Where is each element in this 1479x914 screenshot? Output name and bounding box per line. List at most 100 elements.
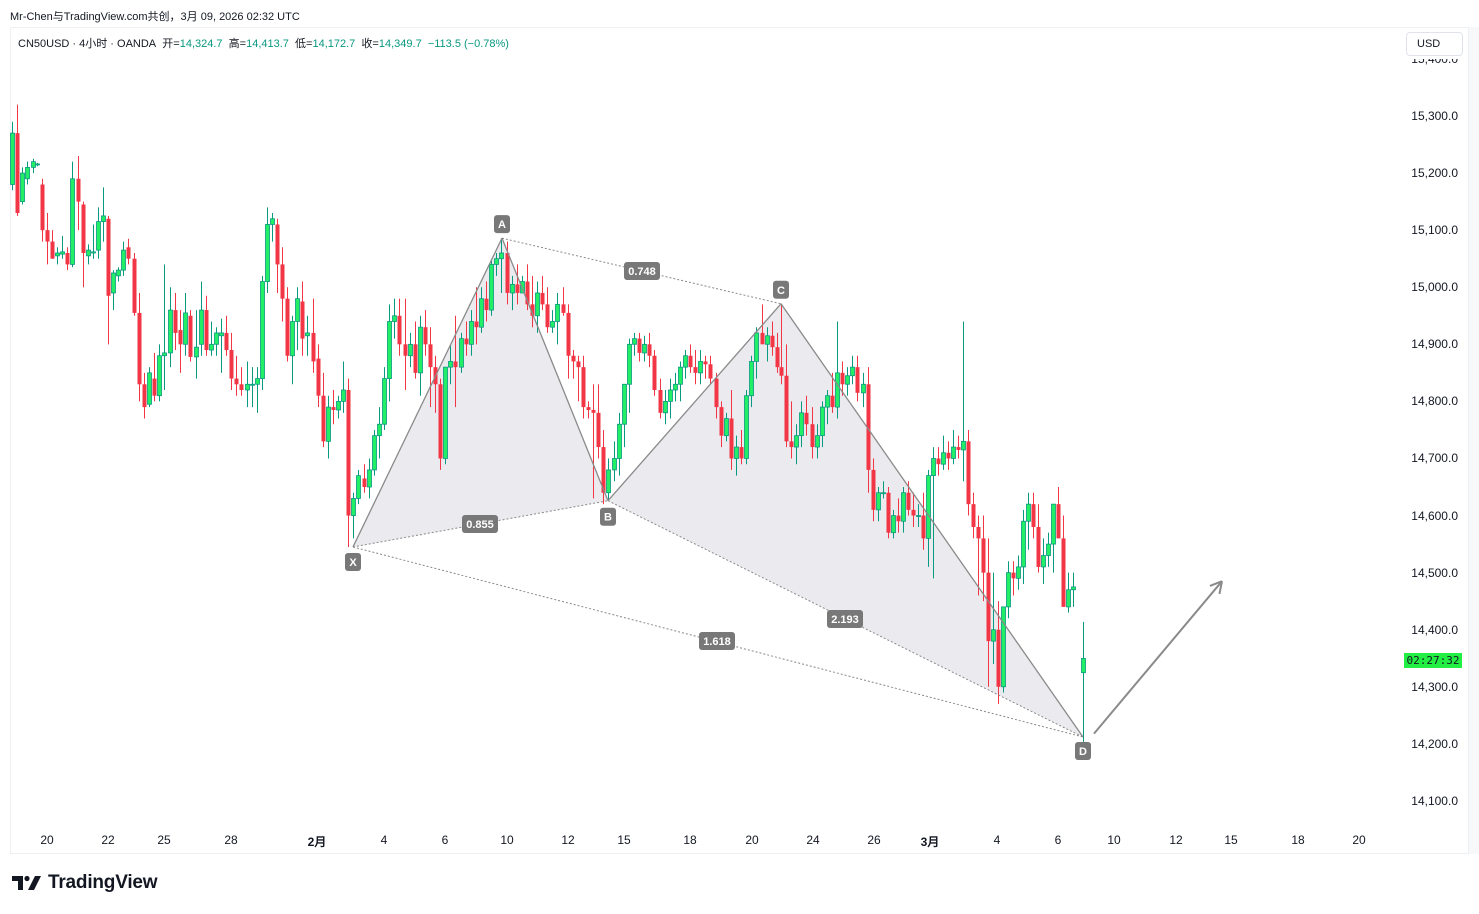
candle-up <box>683 350 688 379</box>
candle-up <box>147 367 152 408</box>
candle-up <box>443 366 448 465</box>
projection-arrow[interactable] <box>1093 580 1223 735</box>
candle-down <box>173 292 178 351</box>
high-label: 高= <box>228 38 247 50</box>
low-label: 低= <box>295 38 313 50</box>
candle-up <box>799 401 804 448</box>
candle-up <box>168 287 173 368</box>
candle-up <box>916 504 921 527</box>
candle-down <box>530 275 535 328</box>
symbol-legend[interactable]: CN50USD · 4小时 · OANDA 开=14,324.7 高=14,41… <box>18 35 509 51</box>
candle-down <box>40 178 45 242</box>
candle-down <box>714 372 719 419</box>
candle-down <box>540 275 545 311</box>
harmonic-pattern-labels: X A B C D 0.855 0.748 2.193 1.618 <box>345 215 1091 761</box>
candle-down <box>729 389 734 470</box>
candle-up <box>931 447 936 579</box>
candle-up <box>341 361 346 413</box>
leg-cd[interactable] <box>780 303 1084 738</box>
leg-xa[interactable] <box>352 237 503 548</box>
time-tick: 22 <box>101 833 115 847</box>
time-axis[interactable]: 20 22 25 28 2月 4 6 10 12 15 18 20 24 26 3月 4 6 10 12 15 18 20 <box>10 828 1469 853</box>
time-tick: 4 <box>380 833 388 847</box>
candle-down <box>438 378 443 470</box>
harmonic-pattern-fill <box>353 238 1083 738</box>
svg-text:D: D <box>1079 746 1087 758</box>
pattern-triangle <box>353 238 608 547</box>
candle-up <box>663 389 668 425</box>
high-value: 14,413.7 <box>246 38 289 50</box>
change-value: −113.5 (−0.78%) <box>427 38 509 50</box>
candle-up <box>951 429 956 465</box>
candle-up <box>1046 532 1051 567</box>
currency-button[interactable]: USD <box>1406 32 1463 56</box>
leg-ab[interactable] <box>501 237 609 501</box>
candle-up <box>678 361 683 402</box>
price-axis[interactable]: 15,400.0 15,300.0 15,200.0 15,100.0 15,000.0… <box>1398 27 1460 827</box>
candle-down <box>688 344 693 373</box>
candle-down <box>1061 515 1066 607</box>
ratio-label-ac: 0.748 <box>624 262 660 280</box>
time-tick: 12 <box>1169 833 1183 847</box>
pattern-point-c: C <box>773 280 789 299</box>
candle-down <box>1056 487 1061 539</box>
leg-bc[interactable] <box>607 303 782 502</box>
candle-up <box>765 327 770 362</box>
chart-frame[interactable] <box>10 27 1469 854</box>
candle-down <box>637 332 642 362</box>
candle-up <box>448 344 453 385</box>
candle-down <box>693 350 698 385</box>
candle-up <box>387 304 392 402</box>
candle-down <box>986 538 991 687</box>
candle-up <box>408 332 413 368</box>
pattern-point-d: D <box>1075 742 1091 761</box>
candle-up <box>219 318 224 373</box>
candle-down <box>275 218 280 293</box>
candle-up <box>1071 572 1076 607</box>
candle-down <box>464 321 469 356</box>
candle-down <box>571 350 576 379</box>
candle-down <box>830 372 835 413</box>
time-tick: 28 <box>224 833 238 847</box>
svg-text:2.193: 2.193 <box>831 614 859 626</box>
time-tick: 26 <box>867 833 881 847</box>
tradingview-logo[interactable]: TradingView <box>12 872 158 894</box>
candle-up <box>35 162 40 167</box>
candle-down <box>652 350 657 396</box>
candle-down <box>229 332 234 390</box>
tradingview-logo-icon <box>12 875 41 890</box>
price-tick: 15,100.0 <box>1411 223 1458 237</box>
candle-down <box>996 601 1001 704</box>
candle-down <box>719 401 724 448</box>
price-tick: 14,500.0 <box>1411 566 1458 580</box>
time-tick: 15 <box>617 833 631 847</box>
candle-up <box>91 224 96 259</box>
time-tick: 25 <box>157 833 171 847</box>
candle-up <box>60 235 65 259</box>
candle-up <box>199 281 204 356</box>
candle-down <box>708 355 713 385</box>
candle-down <box>142 372 147 419</box>
candle-up <box>901 487 906 533</box>
candle-up <box>749 355 754 408</box>
candle-up <box>356 469 361 505</box>
candle-down <box>188 310 193 362</box>
candle-up <box>260 275 265 390</box>
pattern-point-x: X <box>345 552 361 571</box>
candle-down <box>474 287 479 345</box>
candle-up <box>794 424 799 465</box>
candle-down <box>770 321 775 356</box>
candle-down <box>601 429 606 505</box>
candle-up <box>617 412 622 476</box>
candle-up <box>668 378 673 419</box>
candle-up <box>265 207 270 293</box>
candle-up <box>418 315 423 396</box>
candle-up <box>632 332 637 356</box>
price-tick: 15,000.0 <box>1411 280 1458 294</box>
ratio-label-xb: 0.855 <box>462 515 498 533</box>
candle-up <box>850 355 855 385</box>
candle-down <box>45 213 50 265</box>
open-label: 开= <box>162 38 180 50</box>
candle-down <box>581 355 586 419</box>
